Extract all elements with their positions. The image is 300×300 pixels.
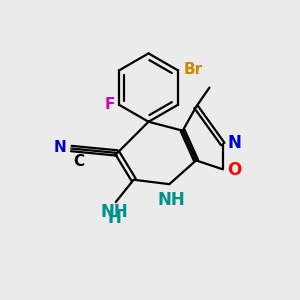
Text: Br: Br <box>184 62 202 77</box>
Text: H: H <box>107 209 121 227</box>
Text: N: N <box>228 134 242 152</box>
Text: F: F <box>104 97 115 112</box>
Text: C: C <box>73 154 84 169</box>
Text: N: N <box>54 140 67 155</box>
Text: NH: NH <box>100 202 128 220</box>
Text: NH: NH <box>158 191 186 209</box>
Text: O: O <box>228 161 242 179</box>
